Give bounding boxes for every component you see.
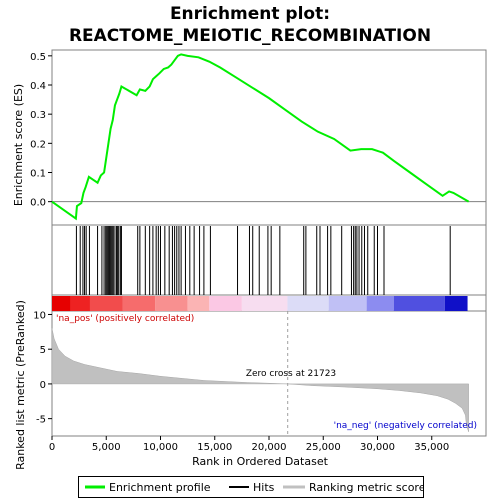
- es-tick-label-1: 0.1: [30, 169, 46, 180]
- x-tick-label-0: 0: [49, 442, 55, 453]
- zero-cross-label: Zero cross at 21723: [246, 369, 336, 379]
- neg-corr-label: 'na_neg' (negatively correlated): [334, 421, 477, 431]
- es-axis-label: Enrichment score (ES): [12, 84, 25, 206]
- es-tick-label-5: 0.5: [30, 52, 46, 63]
- metric-axis-label: Ranked list metric (PreRanked): [14, 300, 27, 470]
- legend: Enrichment profile Hits Ranking metric s…: [78, 476, 424, 498]
- metric-tick-label-3: 10: [33, 310, 46, 321]
- es-tick-label-4: 0.4: [30, 81, 46, 92]
- metric-tick-label-2: 5: [40, 345, 46, 356]
- heat-segment-4: [155, 296, 188, 311]
- x-tick-label-3: 15,000: [197, 442, 232, 453]
- metric-tick-label-0: -5: [36, 415, 46, 426]
- heat-segment-7: [241, 296, 288, 311]
- es-tick-label-0: 0.0: [30, 198, 46, 209]
- heat-segment-6: [209, 296, 242, 311]
- chart-title-line2: REACTOME_MEIOTIC_RECOMBINATION: [68, 26, 432, 46]
- legend-hits-label: Hits: [253, 481, 275, 494]
- es-panel-frame: [51, 49, 487, 226]
- chart-title-line1: Enrichment plot:: [169, 4, 331, 24]
- x-axis-label: Rank in Ordered Dataset: [192, 455, 329, 468]
- x-tick-label-6: 30,000: [360, 442, 395, 453]
- legend-enrichment-label: Enrichment profile: [109, 481, 211, 494]
- es-tick-label-3: 0.3: [30, 110, 46, 121]
- heat-segment-1: [70, 296, 90, 311]
- heat-segment-11: [393, 296, 445, 311]
- enrichment-profile-line: [51, 53, 470, 221]
- heat-segment-10: [366, 296, 394, 311]
- heat-segment-12: [444, 296, 468, 311]
- x-tick-label-1: 5,000: [92, 442, 121, 453]
- heat-segment-0: [52, 296, 71, 311]
- ranking-metric-area: [51, 328, 469, 432]
- x-tick-label-2: 10,000: [143, 442, 178, 453]
- es-tick-label-2: 0.2: [30, 139, 46, 150]
- heat-segment-5: [187, 296, 210, 311]
- heat-segment-8: [287, 296, 329, 311]
- x-tick-label-4: 20,000: [252, 442, 287, 453]
- heat-segment-9: [328, 296, 367, 311]
- x-tick-label-5: 25,000: [306, 442, 341, 453]
- metric-tick-label-1: 0: [40, 380, 46, 391]
- x-tick-label-7: 35,000: [414, 442, 449, 453]
- pos-corr-label: 'na_pos' (positively correlated): [56, 314, 194, 324]
- heat-segment-2: [89, 296, 123, 311]
- heat-segment-3: [122, 296, 156, 311]
- legend-metric-label: Ranking metric scores: [309, 481, 423, 494]
- hits-panel-frame: [51, 224, 487, 296]
